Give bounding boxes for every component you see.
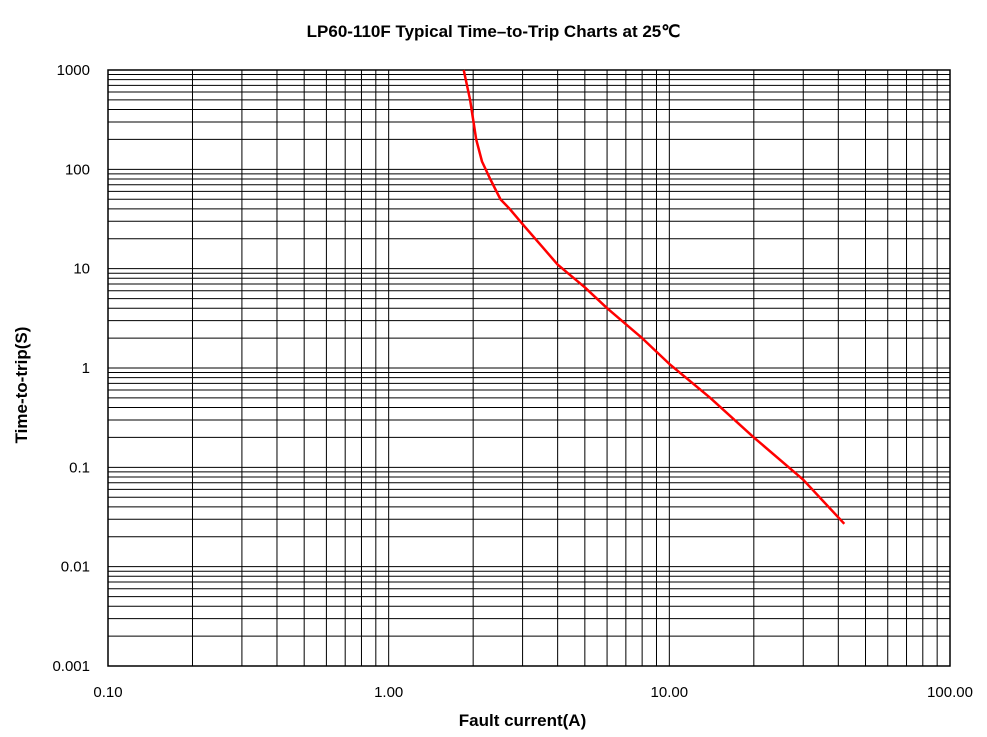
y-tick-label: 1000: [57, 62, 90, 79]
y-tick-label: 0.1: [69, 459, 90, 476]
y-tick-label: 10: [73, 261, 90, 278]
x-axis-label: Fault current(A): [458, 711, 587, 730]
y-tick-label: 100: [65, 161, 90, 178]
y-tick-label: 1: [82, 360, 90, 377]
chart-title: LP60-110F Typical Time–to-Trip Charts at…: [306, 22, 681, 41]
x-tick-label: 10.00: [651, 684, 689, 701]
x-tick-label: 100.00: [927, 684, 973, 701]
y-axis-label: Time-to-trip(S): [12, 326, 31, 444]
y-tick-label: 0.01: [61, 559, 90, 576]
plot-frame: [107, 69, 951, 667]
y-tick-label: 0.001: [52, 658, 90, 675]
trip-curve-line: [462, 69, 846, 525]
x-tick-label: 1.00: [374, 684, 403, 701]
x-tick-label: 0.10: [93, 684, 122, 701]
